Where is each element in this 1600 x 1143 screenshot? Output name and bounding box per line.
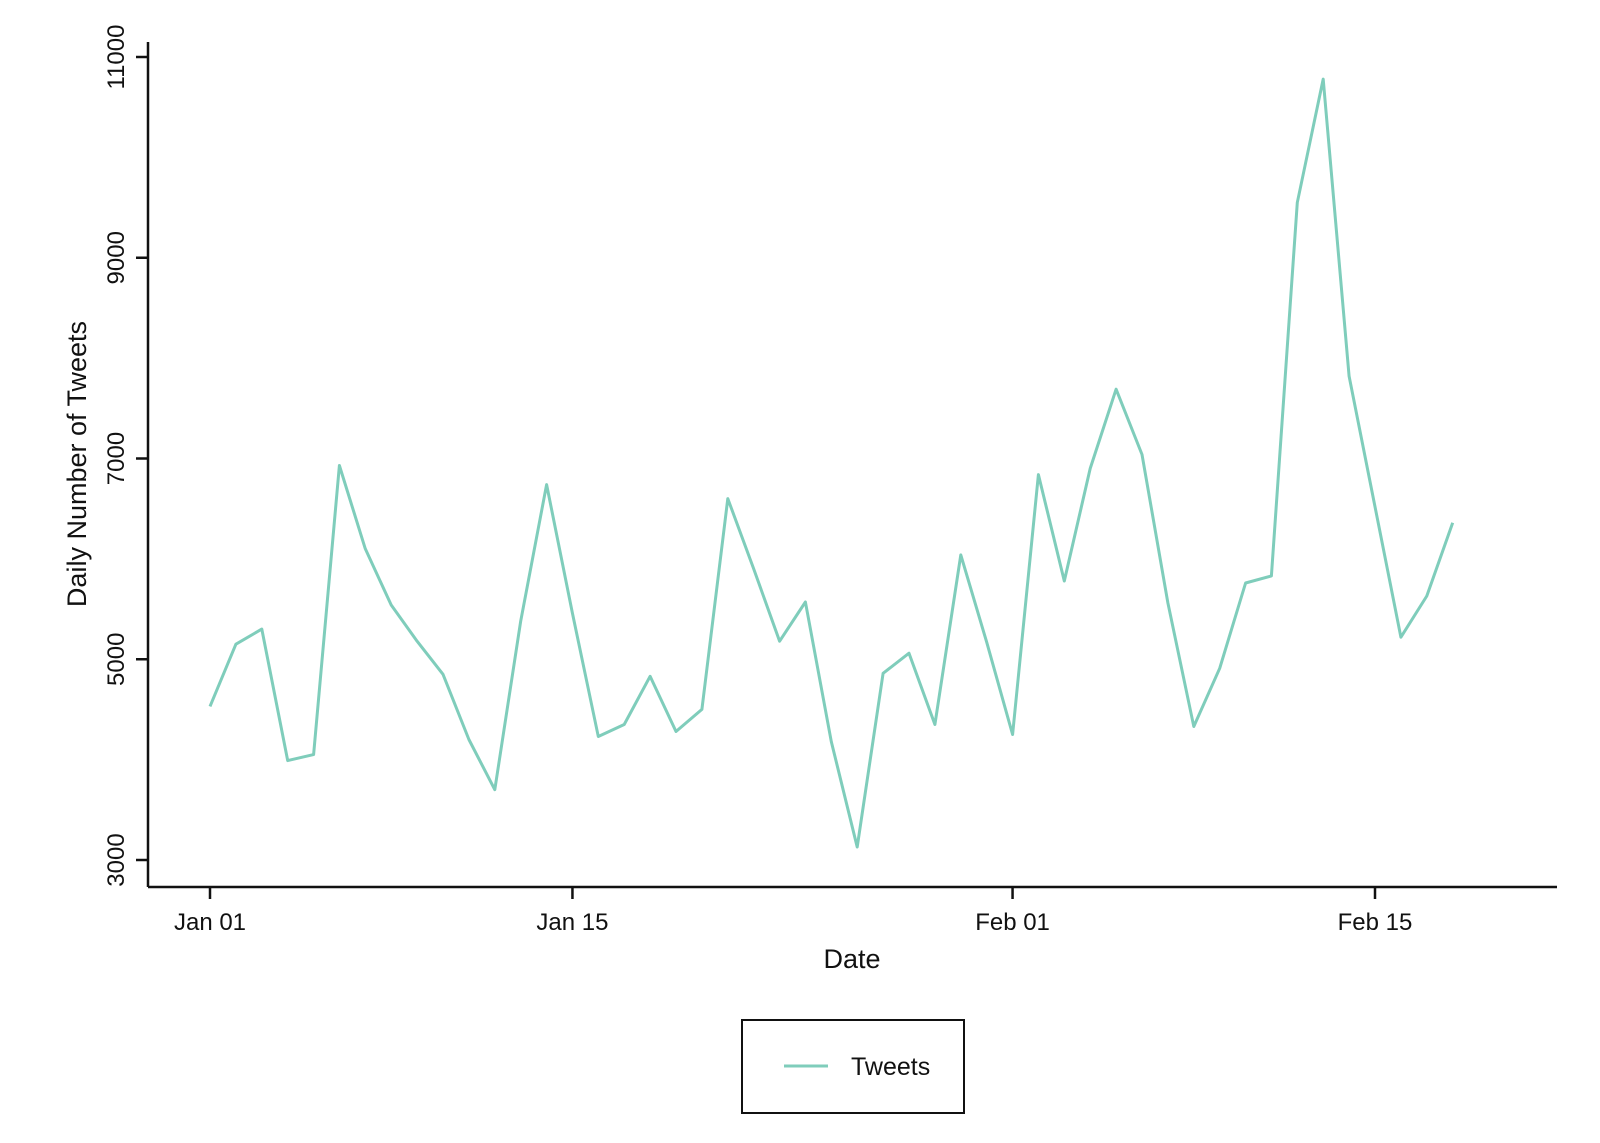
y-axis: 3000 5000 7000 9000 11000 [103,25,150,887]
y-axis-title: Daily Number of Tweets [62,321,92,607]
y-tick-label: 3000 [103,833,130,886]
series-group [208,77,1455,849]
legend-box [741,1019,965,1114]
x-tick-label: Feb 01 [975,909,1050,936]
y-tick-label: 9000 [103,231,130,284]
x-axis-title: Date [823,944,880,974]
y-tick-label: 7000 [103,432,130,485]
y-tick-label: 11000 [103,25,130,90]
x-tick-label: Jan 15 [536,909,608,936]
series-line-tweets [208,77,1455,849]
legend: Tweets [741,1019,965,1114]
x-tick-label: Feb 15 [1338,909,1413,936]
x-tick-label: Jan 01 [174,909,246,936]
legend-label-tweets: Tweets [851,1053,930,1081]
x-axis: Jan 01 Jan 15 Feb 01 Feb 15 [148,885,1557,936]
y-tick-label: 5000 [103,633,130,686]
